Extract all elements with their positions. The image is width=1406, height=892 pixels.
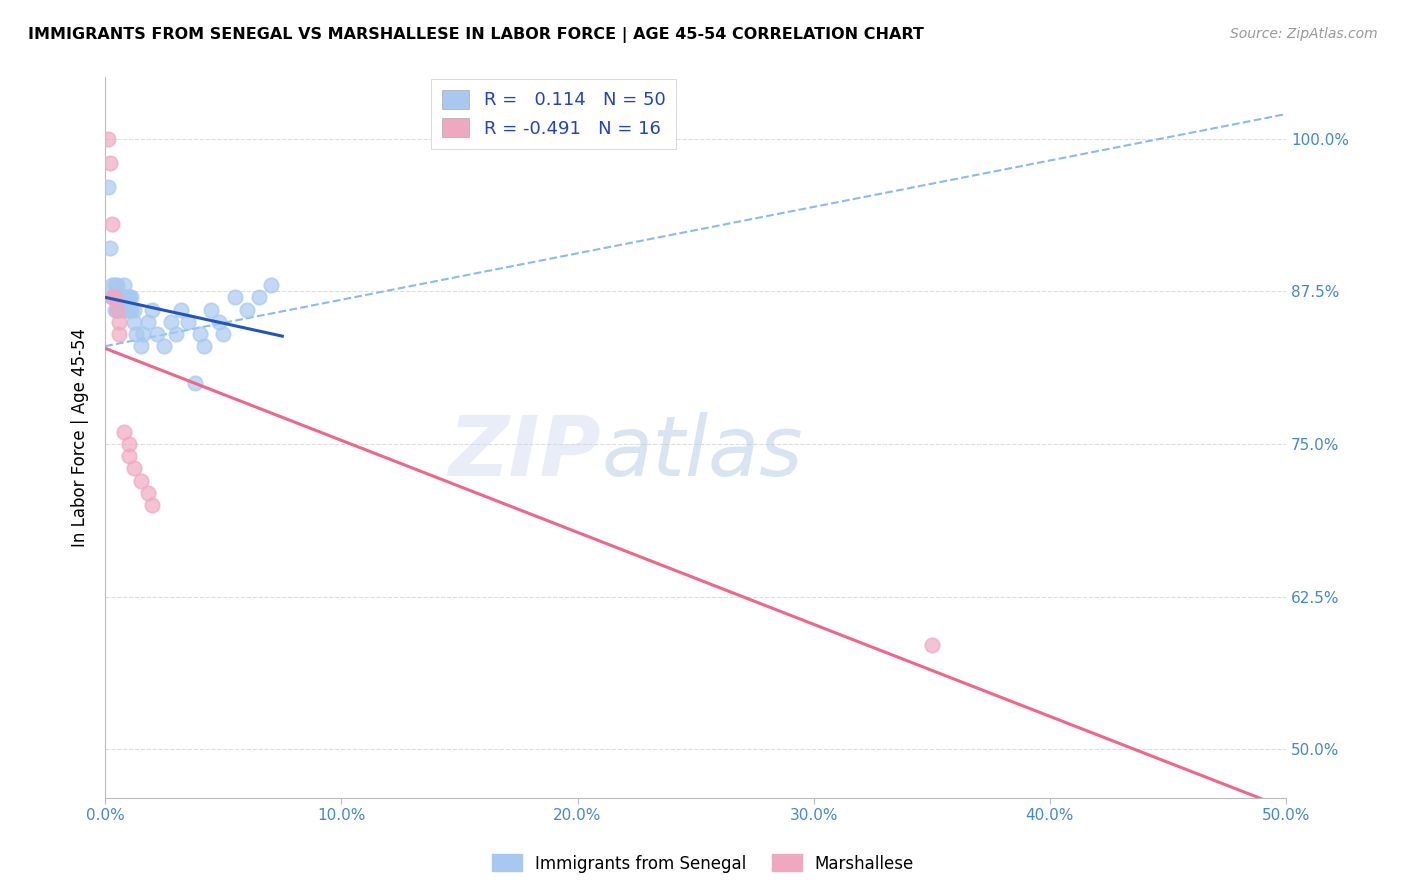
- Point: [101, 290, 124, 304]
- Point: [200, 302, 222, 317]
- Point: [97, 180, 120, 194]
- Legend: R =   0.114   N = 50, R = -0.491   N = 16: R = 0.114 N = 50, R = -0.491 N = 16: [432, 79, 676, 149]
- Point: [193, 339, 215, 353]
- Point: [108, 302, 131, 317]
- Point: [146, 326, 169, 341]
- Point: [177, 315, 200, 329]
- Point: [129, 339, 152, 353]
- Point: [104, 290, 127, 304]
- Point: [108, 290, 131, 304]
- Point: [207, 315, 229, 329]
- Point: [105, 302, 128, 317]
- Point: [118, 449, 141, 463]
- Point: [104, 290, 127, 304]
- Point: [108, 290, 131, 304]
- Point: [129, 474, 152, 488]
- Point: [118, 302, 141, 317]
- Point: [112, 278, 135, 293]
- Point: [112, 290, 135, 304]
- Point: [170, 302, 193, 317]
- Point: [125, 326, 148, 341]
- Point: [112, 290, 135, 304]
- Text: Source: ZipAtlas.com: Source: ZipAtlas.com: [1230, 27, 1378, 41]
- Point: [97, 131, 120, 145]
- Point: [122, 315, 145, 329]
- Legend: Immigrants from Senegal, Marshallese: Immigrants from Senegal, Marshallese: [485, 847, 921, 880]
- Point: [105, 290, 128, 304]
- Text: atlas: atlas: [602, 412, 803, 492]
- Point: [108, 326, 131, 341]
- Point: [236, 302, 259, 317]
- Point: [247, 290, 270, 304]
- Point: [115, 290, 138, 304]
- Y-axis label: In Labor Force | Age 45-54: In Labor Force | Age 45-54: [72, 328, 89, 548]
- Point: [184, 376, 207, 390]
- Point: [141, 302, 163, 317]
- Point: [118, 437, 141, 451]
- Point: [136, 485, 159, 500]
- Point: [136, 315, 159, 329]
- Point: [104, 278, 127, 293]
- Point: [118, 290, 141, 304]
- Point: [160, 315, 183, 329]
- Point: [165, 326, 187, 341]
- Point: [108, 290, 131, 304]
- Point: [98, 242, 121, 256]
- Point: [132, 326, 155, 341]
- Point: [122, 461, 145, 475]
- Point: [108, 315, 131, 329]
- Point: [118, 290, 141, 304]
- Point: [153, 339, 176, 353]
- Point: [101, 290, 124, 304]
- Point: [120, 302, 142, 317]
- Text: ZIP: ZIP: [449, 412, 602, 492]
- Point: [101, 278, 124, 293]
- Point: [98, 156, 121, 170]
- Point: [105, 278, 128, 293]
- Point: [224, 290, 246, 304]
- Point: [104, 302, 127, 317]
- Point: [105, 302, 128, 317]
- Point: [259, 278, 281, 293]
- Point: [120, 290, 142, 304]
- Point: [212, 326, 235, 341]
- Point: [921, 639, 943, 653]
- Point: [141, 498, 163, 512]
- Point: [122, 302, 145, 317]
- Point: [105, 290, 128, 304]
- Point: [111, 302, 134, 317]
- Point: [111, 290, 134, 304]
- Text: IMMIGRANTS FROM SENEGAL VS MARSHALLESE IN LABOR FORCE | AGE 45-54 CORRELATION CH: IMMIGRANTS FROM SENEGAL VS MARSHALLESE I…: [28, 27, 924, 43]
- Point: [188, 326, 211, 341]
- Point: [115, 302, 138, 317]
- Point: [101, 217, 124, 231]
- Point: [112, 425, 135, 439]
